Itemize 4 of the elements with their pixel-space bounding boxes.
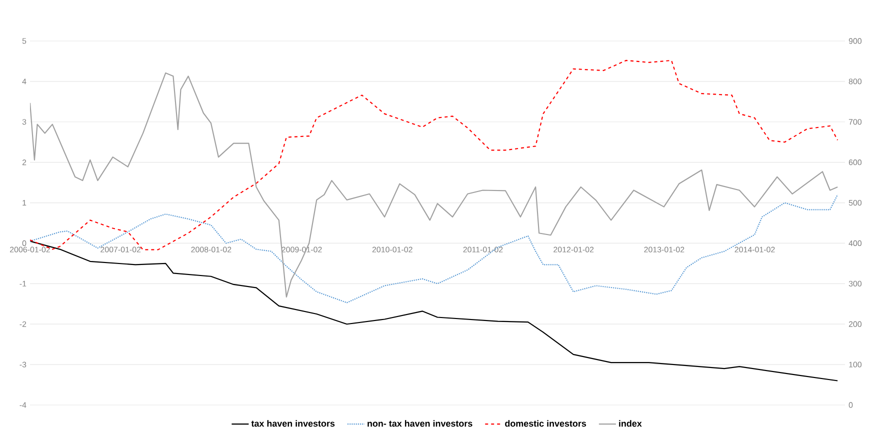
legend-label: domestic investors (505, 420, 586, 427)
legend-label: index (619, 420, 642, 427)
legend-label: tax haven investors (251, 420, 335, 427)
legend-label: non- tax haven investors (368, 420, 472, 427)
